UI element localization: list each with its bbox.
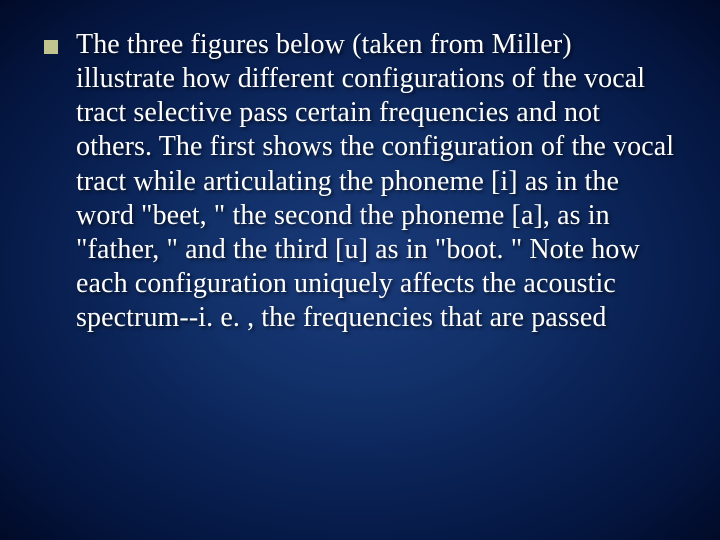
bullet-text: The three figures below (taken from Mill… — [76, 28, 676, 335]
bullet-item: The three figures below (taken from Mill… — [44, 28, 676, 335]
slide: The three figures below (taken from Mill… — [0, 0, 720, 540]
square-bullet-icon — [44, 40, 58, 54]
